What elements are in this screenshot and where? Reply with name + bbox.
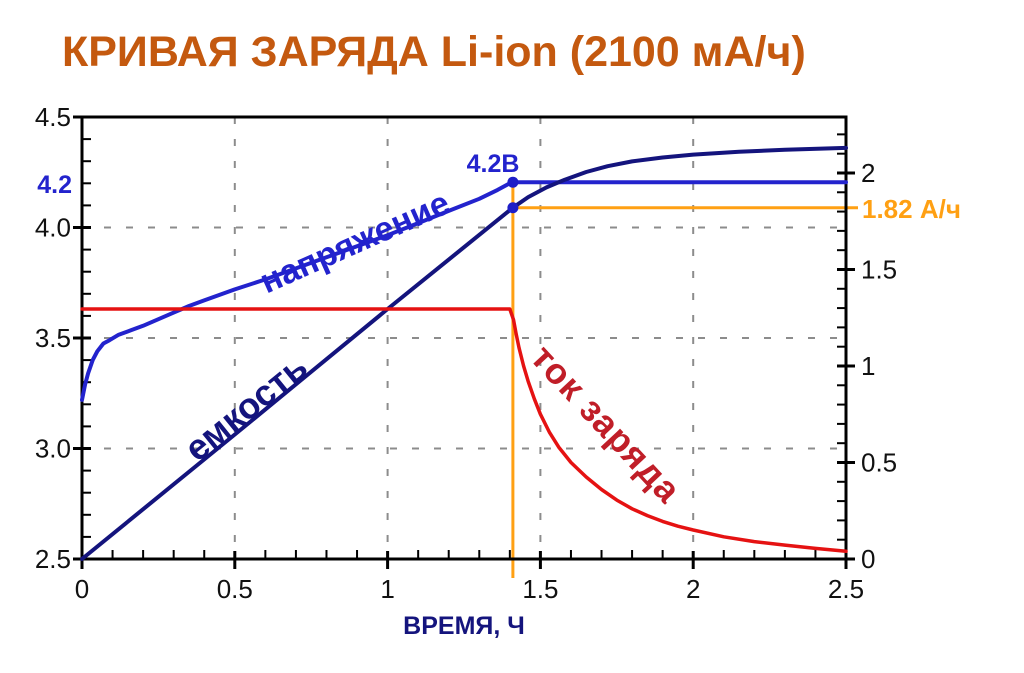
left-axis-callout-label: 4.2	[37, 171, 72, 199]
knee-voltage-label: 4.2В	[466, 150, 520, 178]
left-axis-tick-label: 4.5	[35, 102, 71, 132]
left-axis-tick-label: 3.5	[35, 323, 71, 353]
capacity-value-label: 1.82 А/ч	[862, 194, 961, 224]
right-axis-tick-label: 1	[861, 351, 875, 381]
x-axis-tick-label: 2	[686, 574, 700, 604]
current-curve	[80, 307, 848, 554]
right-axis-tick-label: 2	[861, 158, 875, 188]
right-axis-tick-label: 0	[861, 544, 875, 574]
x-axis-tick-label: 1	[380, 574, 394, 604]
x-axis-tick-label: 0.5	[217, 574, 253, 604]
chart-title: КРИВАЯ ЗАРЯДА Li-ion (2100 мА/ч)	[62, 28, 806, 76]
x-axis-title: ВРЕМЯ, Ч	[403, 612, 525, 640]
knee-voltage-dot	[507, 176, 519, 188]
capacity-point-dot	[507, 202, 519, 214]
right-axis-tick-label: 1.5	[861, 254, 897, 284]
left-axis-tick-label: 3.0	[35, 434, 71, 464]
left-axis-tick-label: 2.5	[35, 544, 71, 574]
capacity-curve	[80, 145, 848, 561]
x-axis-tick-label: 0	[75, 574, 89, 604]
x-axis-tick-label: 1.5	[522, 574, 558, 604]
x-axis-tick-label: 2.5	[828, 574, 864, 604]
left-axis-tick-label: 4.0	[35, 213, 71, 243]
voltage-curve	[80, 180, 848, 402]
right-axis-tick-label: 0.5	[861, 447, 897, 477]
